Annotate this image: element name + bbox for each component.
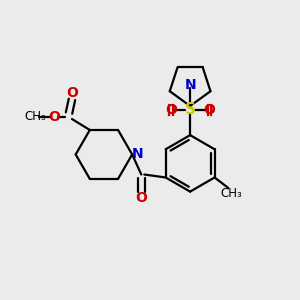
Text: O: O (48, 110, 60, 124)
Text: S: S (184, 102, 196, 117)
Text: O: O (203, 103, 215, 117)
Text: CH₃: CH₃ (220, 187, 242, 200)
Text: O: O (66, 86, 78, 100)
Text: N: N (184, 78, 196, 92)
Text: O: O (165, 103, 177, 117)
Text: CH₃: CH₃ (24, 110, 46, 123)
Text: N: N (132, 148, 143, 161)
Text: O: O (135, 191, 147, 205)
